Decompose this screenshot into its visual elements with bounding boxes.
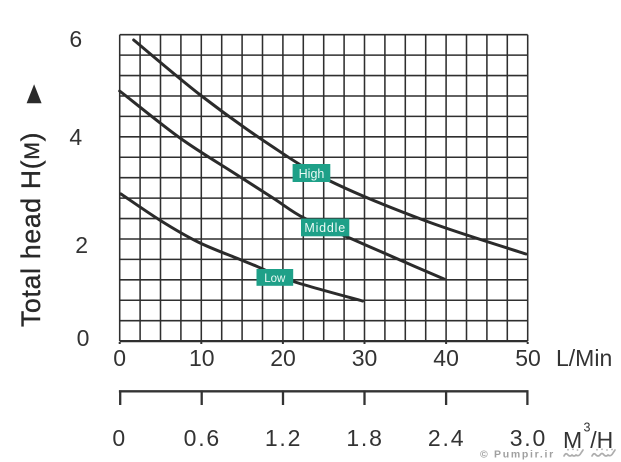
svg-text:M: M	[563, 427, 582, 453]
svg-text:40: 40	[433, 345, 459, 371]
svg-text:/H: /H	[590, 427, 613, 453]
svg-text:3.0: 3.0	[510, 425, 547, 451]
svg-text:6: 6	[69, 26, 82, 52]
svg-text:0: 0	[113, 345, 126, 371]
svg-text:Total head H(M): Total head H(M)	[16, 132, 46, 327]
svg-text:1.2: 1.2	[265, 425, 302, 451]
svg-text:© Pumpir.ir: © Pumpir.ir	[480, 449, 555, 461]
svg-text:2.4: 2.4	[428, 425, 465, 451]
svg-text:10: 10	[189, 345, 215, 371]
svg-text:1.8: 1.8	[346, 425, 383, 451]
svg-text:0: 0	[112, 425, 127, 451]
svg-text:2: 2	[75, 232, 88, 258]
svg-text:Middle: Middle	[304, 221, 346, 235]
svg-text:3: 3	[584, 421, 591, 435]
svg-text:4: 4	[69, 124, 82, 150]
svg-text:30: 30	[352, 345, 378, 371]
svg-text:20: 20	[270, 345, 296, 371]
svg-text:50: 50	[515, 345, 541, 371]
svg-text:High: High	[299, 167, 325, 181]
svg-text:0: 0	[77, 325, 90, 351]
svg-text:0.6: 0.6	[184, 425, 221, 451]
svg-text:Low: Low	[264, 273, 286, 285]
svg-text:L/Min: L/Min	[556, 345, 612, 371]
